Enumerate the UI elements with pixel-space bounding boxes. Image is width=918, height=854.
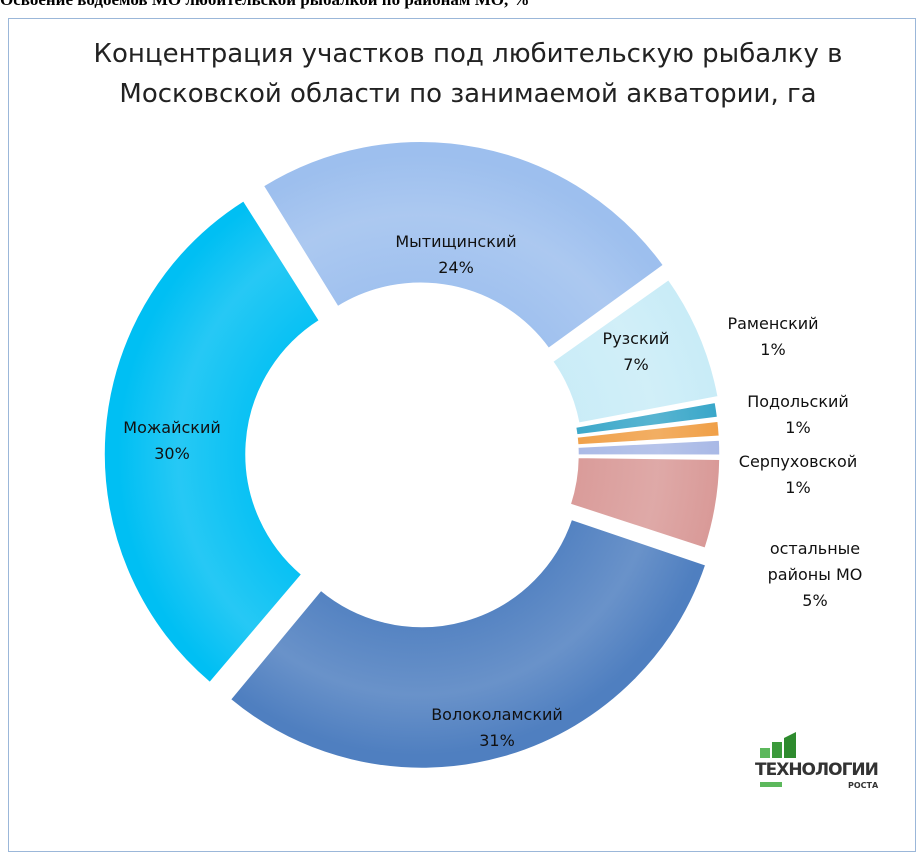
slice-label: Подольский 1% [747, 389, 849, 441]
slice-value-label: 1% [785, 478, 811, 497]
donut-slice [574, 401, 719, 436]
slice-value-label: 30% [154, 444, 190, 463]
caption: Освоение водоемов МО любительской рыбалк… [0, 0, 918, 10]
slice-label: Можайский 30% [123, 415, 220, 467]
slice-label: Мытищинский 24% [395, 229, 516, 281]
slice-label: Раменский 1% [727, 311, 818, 363]
donut-slice [262, 140, 665, 350]
slice-value-label: 24% [438, 258, 474, 277]
chart-frame [8, 18, 916, 852]
slice-value-label: 1% [760, 340, 786, 359]
donut-slice [576, 420, 721, 446]
logo-mark [760, 732, 796, 787]
slice-label: Серпуховской 1% [739, 449, 857, 501]
slice-category-label: Раменский [727, 314, 819, 333]
slice-value-label: 5% [802, 591, 828, 610]
slice-label: остальные районы МО 5% [760, 536, 870, 614]
slice-value-label: 1% [785, 418, 811, 437]
chart-title: Концентрация участков под любительскую р… [93, 39, 843, 109]
slice-category-label: Подольский [747, 392, 849, 411]
slice-category-label: Серпуховской [738, 452, 858, 471]
donut-slice [551, 278, 720, 425]
slice-label: Рузский 7% [603, 326, 670, 378]
donut-slice [229, 518, 707, 770]
logo-subtext: РОСТА [848, 781, 879, 790]
donut-slice [103, 199, 321, 684]
slice-label: Волоколамский 31% [431, 702, 563, 754]
slice-category-label: Можайский [123, 418, 221, 437]
slice-category-label: Рузский [602, 329, 670, 348]
donut-slice [569, 456, 721, 550]
logo-text: ТЕХНОЛОГИИ [755, 760, 879, 780]
slice-category-label: остальные районы МО [767, 539, 863, 584]
slice-value-label: 31% [479, 731, 515, 750]
donut-slice [577, 439, 721, 456]
slice-category-label: Волоколамский [431, 705, 563, 724]
slice-value-label: 7% [623, 355, 649, 374]
slice-category-label: Мытищинский [395, 232, 517, 251]
